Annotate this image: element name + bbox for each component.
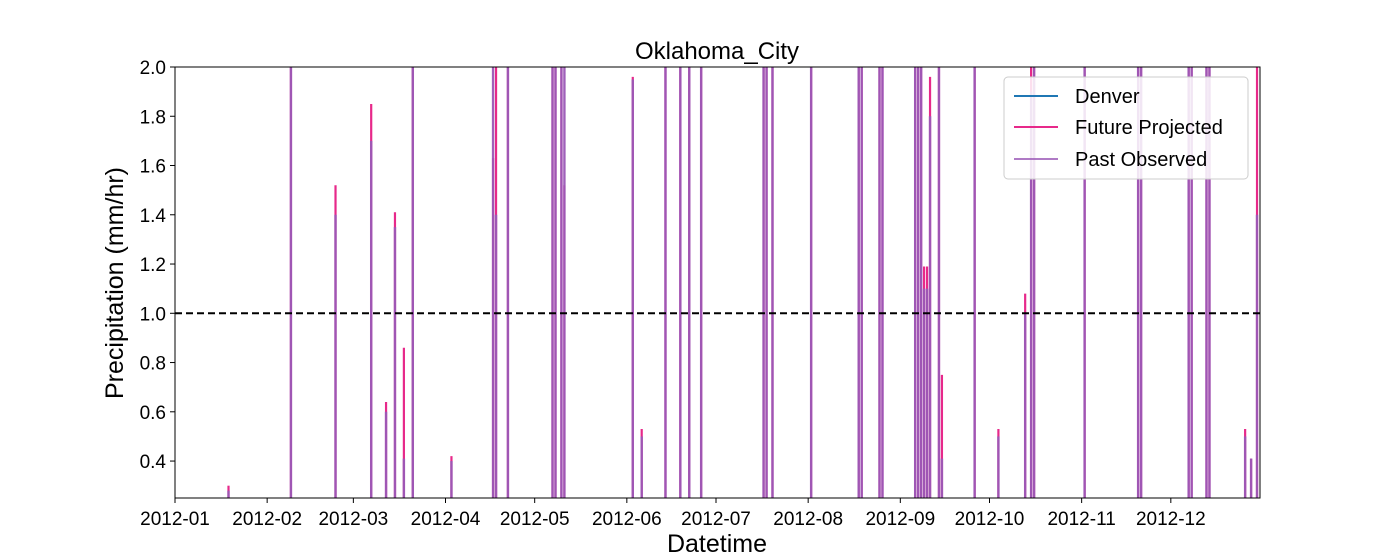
x-tick-label: 2012-07 <box>681 509 751 530</box>
x-tick-label: 2012-09 <box>865 509 935 530</box>
plot-frame <box>174 66 1261 499</box>
x-tick-label: 2012-08 <box>773 509 843 530</box>
y-tick-label: 2.0 <box>140 58 166 79</box>
legend-label-past-observed: Past Observed <box>1075 149 1207 171</box>
y-tick-label: 1.6 <box>140 157 166 178</box>
legend-label-future-projected: Future Projected <box>1075 117 1223 139</box>
x-tick-label: 2012-11 <box>1047 509 1115 530</box>
y-tick-label: 1.4 <box>140 206 167 227</box>
y-tick-label: 0.8 <box>140 354 166 375</box>
y-axis-title: Precipitation (mm/hr) <box>101 167 129 399</box>
x-tick-label: 2012-03 <box>318 509 388 530</box>
x-axis-title: Datetime <box>667 530 767 558</box>
x-tick-label: 2012-06 <box>592 509 662 530</box>
x-tick-label: 2012-04 <box>411 509 481 530</box>
legend-frame <box>1003 76 1249 180</box>
y-tick-label: 1.2 <box>140 255 166 276</box>
legend: Denver Future Projected Past Observed <box>1003 76 1249 180</box>
x-tick-label: 2012-02 <box>232 509 302 530</box>
y-axis: 0.4 0.6 0.8 1.0 1.2 1.4 1.6 1.8 2.0 <box>140 58 175 473</box>
chart-title: Oklahoma_City <box>635 38 799 65</box>
y-tick-label: 1.0 <box>140 304 166 325</box>
x-tick-label: 2012-10 <box>955 509 1025 530</box>
x-tick-label: 2012-05 <box>500 509 570 530</box>
x-tick-label: 2012-01 <box>140 509 210 530</box>
y-tick-label: 0.6 <box>140 403 166 424</box>
x-axis: 2012-01 2012-02 2012-03 2012-04 2012-05 2012-… <box>140 498 1206 530</box>
y-tick-label: 1.8 <box>140 107 166 128</box>
legend-label-denver: Denver <box>1075 86 1140 108</box>
x-tick-label: 2012-12 <box>1136 509 1206 530</box>
y-tick-label: 0.4 <box>140 452 167 473</box>
